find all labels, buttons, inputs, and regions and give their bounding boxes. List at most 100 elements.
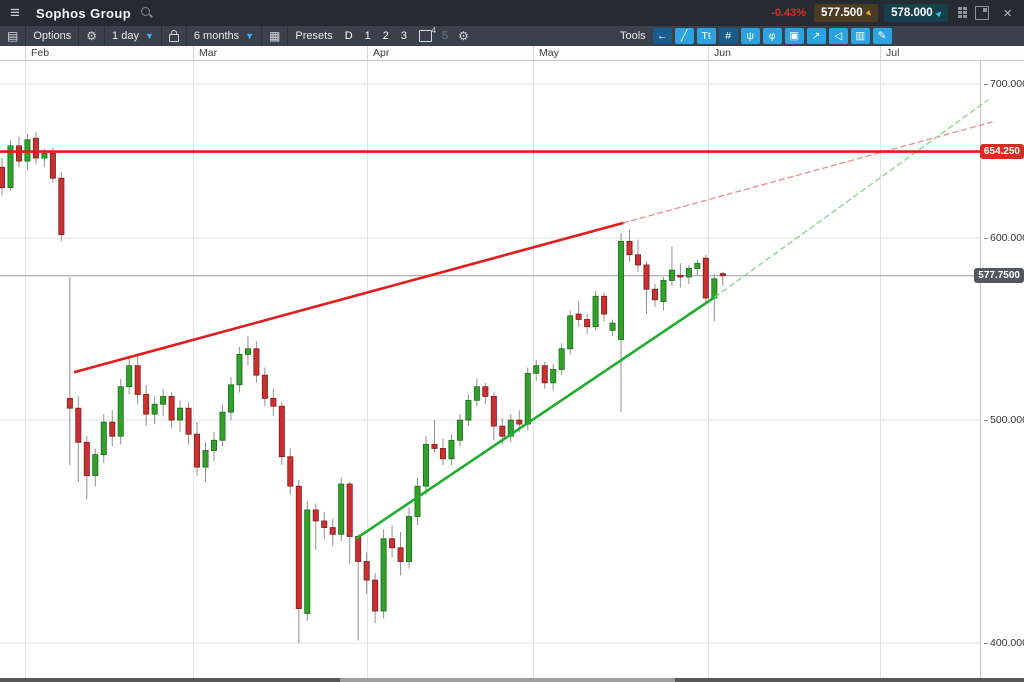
candle-body (321, 520, 328, 528)
tool-draw-settings-button[interactable]: ✎ (872, 28, 892, 44)
candle-body (151, 403, 158, 415)
trend-arrow-icon: ↗ (811, 29, 821, 42)
candle-body (533, 365, 540, 374)
candle-body (75, 407, 82, 443)
popout-icon[interactable] (975, 6, 990, 20)
lock-button[interactable] (162, 26, 187, 46)
chart-plot[interactable]: 700.000 600.000 500.000 400.000 654.250 577… (0, 61, 1024, 682)
options-button[interactable]: Options (26, 26, 80, 46)
tool-vertical-line-button[interactable]: φ (762, 28, 782, 44)
tool-text-button[interactable]: Tt (696, 28, 716, 44)
candle-body (448, 439, 455, 460)
month-label: Jul (886, 47, 900, 59)
tool-undo-button[interactable]: ← (652, 28, 672, 44)
presets-gear-icon[interactable]: ⚙ (458, 29, 469, 43)
range-dropdown[interactable]: 6 months ▼ (187, 26, 263, 46)
tool-crosshair-button[interactable]: # (718, 28, 738, 44)
month-label: Jun (714, 47, 731, 59)
candle-body (558, 348, 565, 370)
candle-body (685, 268, 692, 278)
horizontal-scrollbar[interactable] (0, 678, 1024, 682)
tool-duplicate-button[interactable]: ▣ (784, 28, 804, 44)
tool-eraser-button[interactable]: ◁ (828, 28, 848, 44)
buy-price-button[interactable]: 578.000 ▸ (884, 4, 949, 22)
month-separator (367, 46, 368, 60)
tools-label: Tools (620, 30, 646, 42)
menu-icon[interactable]: ≡ (10, 3, 20, 22)
candle-body (584, 319, 591, 328)
candle-body (575, 313, 582, 320)
crosshair-icon: # (725, 29, 732, 42)
candle-body (660, 280, 667, 302)
sell-price: 577.500 (821, 7, 863, 19)
price-tick-label: 500.000 (984, 414, 1024, 426)
preset-button-2[interactable]: 2 (382, 30, 389, 42)
candle-body (592, 295, 599, 328)
candle-body (346, 483, 353, 537)
candle-body (41, 153, 48, 159)
text-icon: Tt (701, 29, 711, 42)
candle-body (677, 274, 684, 278)
support-projection[interactable] (714, 99, 989, 298)
support-trendline[interactable] (355, 295, 717, 540)
month-separator (708, 46, 709, 60)
chart-list-icon: ▤ (7, 29, 19, 43)
presets-label: Presets (295, 30, 333, 42)
candle-body (109, 421, 116, 437)
price-tick-label: 700.000 (984, 78, 1024, 90)
candle-body (651, 288, 658, 301)
chart-list-button[interactable]: ▤ (0, 26, 27, 46)
candle-body (295, 485, 302, 610)
candle-body (694, 262, 701, 269)
candlestick-chart[interactable] (0, 61, 1024, 682)
candle-body (355, 536, 362, 562)
save-preset-number: 4 (431, 26, 437, 35)
candle-body (219, 411, 226, 441)
candle-body (126, 365, 133, 388)
candle-body (668, 269, 675, 281)
candle-body (15, 145, 22, 162)
tool-trendline-button[interactable]: ╱ (674, 28, 694, 44)
resistance-level-badge: 654.250 (979, 143, 1024, 159)
candle-body (58, 177, 65, 236)
candle-body (567, 315, 574, 350)
candle-body (618, 240, 625, 340)
preset-button-3[interactable]: 3 (400, 30, 408, 42)
resistance-trendline[interactable] (73, 221, 625, 374)
candle-body (431, 443, 438, 449)
tool-pitchfork-button[interactable]: ψ (740, 28, 760, 44)
candle-body (287, 456, 294, 487)
candle-body (601, 295, 608, 315)
candle-body (473, 386, 480, 401)
save-preset-icon[interactable]: 4 (419, 26, 436, 42)
options-label: Options (33, 30, 72, 42)
candle-body (0, 166, 5, 189)
candle-body (626, 240, 633, 256)
close-icon[interactable]: × (1003, 4, 1012, 22)
candle-body (422, 443, 429, 487)
preset-button-1[interactable]: 1 (364, 30, 371, 42)
candle-body (719, 273, 726, 277)
sell-arrow-icon: ▸ (864, 7, 875, 18)
sell-price-button[interactable]: 577.500 ▸ (814, 4, 879, 22)
layout-grid-icon[interactable] (958, 6, 968, 20)
current-price-badge: 577.7500 (974, 267, 1024, 283)
gear-icon: ⚙ (86, 29, 98, 43)
candle-body (312, 509, 319, 522)
preset-button-5[interactable]: 5 (442, 30, 449, 42)
tool-print-button[interactable]: ▥ (850, 28, 870, 44)
tool-trend-arrow-button[interactable]: ↗ (806, 28, 826, 44)
calendar-button[interactable]: ▦ (262, 26, 289, 46)
candle-body (702, 257, 709, 299)
interval-dropdown[interactable]: 1 day ▼ (105, 26, 162, 46)
options-settings[interactable]: ⚙ (79, 26, 106, 46)
candle-body (406, 516, 413, 562)
interval-value: 1 day (112, 30, 139, 42)
month-separator (25, 46, 26, 60)
resistance-projection[interactable] (622, 121, 993, 224)
preset-button-D[interactable]: D (344, 30, 353, 42)
scrollbar-thumb[interactable] (340, 678, 675, 682)
candle-body (363, 561, 370, 581)
search-icon[interactable] (141, 7, 154, 19)
price-axis[interactable]: 700.000 600.000 500.000 400.000 (980, 61, 1024, 678)
